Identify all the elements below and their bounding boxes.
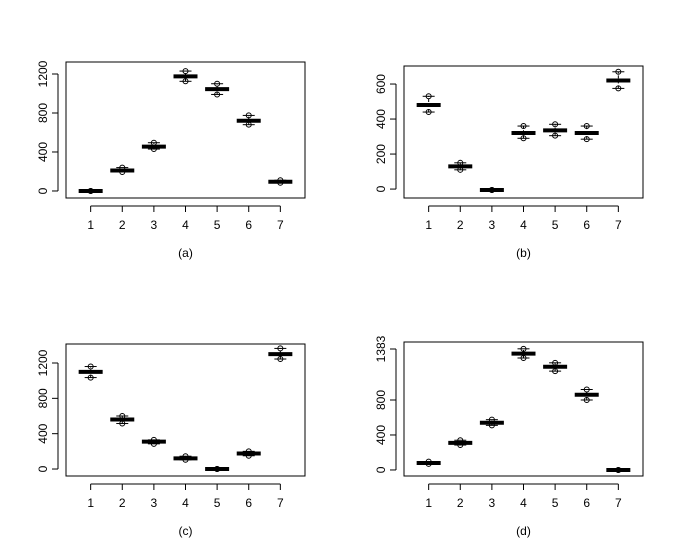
x-tick-label: 3 <box>489 218 496 232</box>
x-tick-label: 4 <box>520 218 527 232</box>
x-tick-label: 4 <box>520 496 527 510</box>
x-tick-label: 1 <box>87 496 94 510</box>
y-tick-label: 1200 <box>36 60 50 87</box>
x-tick-label: 5 <box>214 218 221 232</box>
outlier <box>552 132 559 139</box>
x-tick-label: 4 <box>182 218 189 232</box>
y-tick-label: 400 <box>374 425 388 445</box>
caption: (b) <box>516 246 531 260</box>
outlier <box>583 123 590 130</box>
outlier <box>214 80 221 87</box>
outlier <box>425 93 432 100</box>
x-tick-label: 7 <box>277 218 284 232</box>
y-tick-label: 0 <box>374 466 388 473</box>
y-tick-label: 600 <box>374 74 388 94</box>
x-tick-label: 2 <box>457 496 464 510</box>
x-tick-label: 7 <box>615 496 622 510</box>
y-tick-label: 400 <box>36 142 50 162</box>
y-tick-label: 1200 <box>36 349 50 376</box>
x-tick-label: 1 <box>425 218 432 232</box>
x-tick-label: 2 <box>119 218 126 232</box>
plot-frame <box>403 341 644 477</box>
outlier <box>615 68 622 75</box>
outlier <box>87 363 94 370</box>
outlier <box>214 91 221 98</box>
y-tick-label: 0 <box>36 465 50 472</box>
outlier <box>552 121 559 128</box>
outlier <box>520 123 527 130</box>
outlier <box>583 386 590 393</box>
outlier <box>583 396 590 403</box>
y-tick-label: 800 <box>374 390 388 410</box>
x-tick-label: 3 <box>151 496 158 510</box>
outlier <box>277 345 284 352</box>
x-tick-label: 5 <box>552 496 559 510</box>
plot-frame <box>403 65 644 199</box>
x-tick-label: 2 <box>457 218 464 232</box>
outlier <box>520 135 527 142</box>
y-tick-label: 0 <box>374 185 388 192</box>
plot-frame <box>65 61 306 199</box>
y-tick-label: 0 <box>36 187 50 194</box>
caption: (c) <box>179 524 193 538</box>
x-tick-label: 4 <box>182 496 189 510</box>
outlier <box>277 356 284 363</box>
x-tick-label: 6 <box>245 218 252 232</box>
x-tick-label: 2 <box>119 496 126 510</box>
plot-frame <box>65 343 306 477</box>
outlier <box>182 68 189 75</box>
y-tick-label: 1383 <box>374 335 388 362</box>
outlier <box>182 78 189 85</box>
outlier <box>615 85 622 92</box>
x-tick-label: 6 <box>583 218 590 232</box>
x-tick-label: 6 <box>583 496 590 510</box>
x-tick-label: 5 <box>552 218 559 232</box>
x-tick-label: 7 <box>277 496 284 510</box>
caption: (a) <box>178 246 193 260</box>
x-tick-label: 3 <box>151 218 158 232</box>
outlier <box>583 136 590 143</box>
x-tick-label: 7 <box>615 218 622 232</box>
x-tick-label: 5 <box>214 496 221 510</box>
y-tick-label: 800 <box>36 103 50 123</box>
outlier <box>520 345 527 352</box>
caption: (d) <box>516 524 531 538</box>
x-tick-label: 6 <box>245 496 252 510</box>
x-tick-label: 3 <box>489 496 496 510</box>
y-tick-label: 200 <box>374 144 388 164</box>
outlier <box>425 109 432 116</box>
x-tick-label: 1 <box>87 218 94 232</box>
y-tick-label: 400 <box>36 423 50 443</box>
outlier <box>87 374 94 381</box>
x-tick-label: 1 <box>425 496 432 510</box>
outlier <box>245 112 252 119</box>
y-tick-label: 400 <box>374 109 388 129</box>
y-tick-label: 800 <box>36 388 50 408</box>
